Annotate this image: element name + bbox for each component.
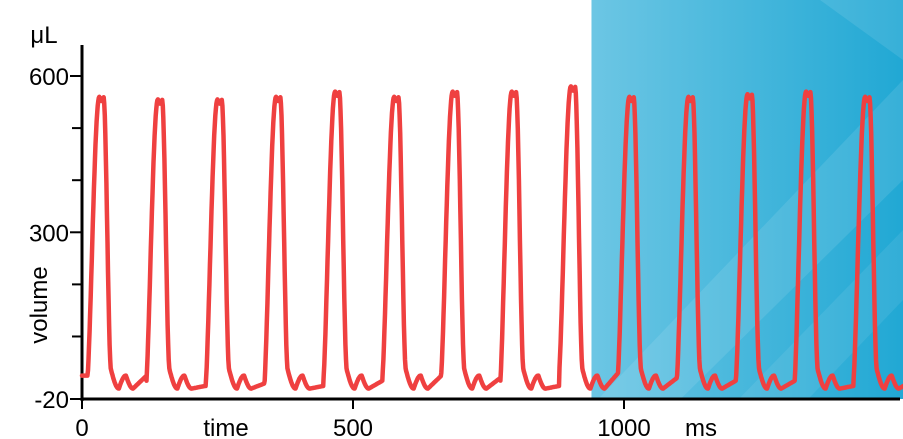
x-unit-label: ms [685, 415, 717, 439]
highlight-stripes [598, 0, 903, 399]
labels: μL volume time ms [26, 22, 717, 439]
ticks: -20 300 600 0 500 1000 [29, 64, 651, 439]
x-tick-label: 500 [333, 415, 373, 439]
highlight-band [591, 0, 903, 399]
y-tick-label: -20 [34, 387, 69, 414]
series-line-volume [79, 84, 903, 391]
axes [80, 45, 900, 401]
y-tick-label: 600 [29, 64, 69, 91]
highlight-region [591, 0, 903, 399]
series [79, 84, 903, 391]
y-axis-label: volume [26, 266, 53, 343]
x-axis-label: time [203, 415, 248, 439]
y-tick-label: 300 [29, 220, 69, 247]
x-tick-label: 0 [75, 415, 88, 439]
x-tick-label: 1000 [597, 415, 650, 439]
y-unit-label: μL [30, 22, 57, 49]
